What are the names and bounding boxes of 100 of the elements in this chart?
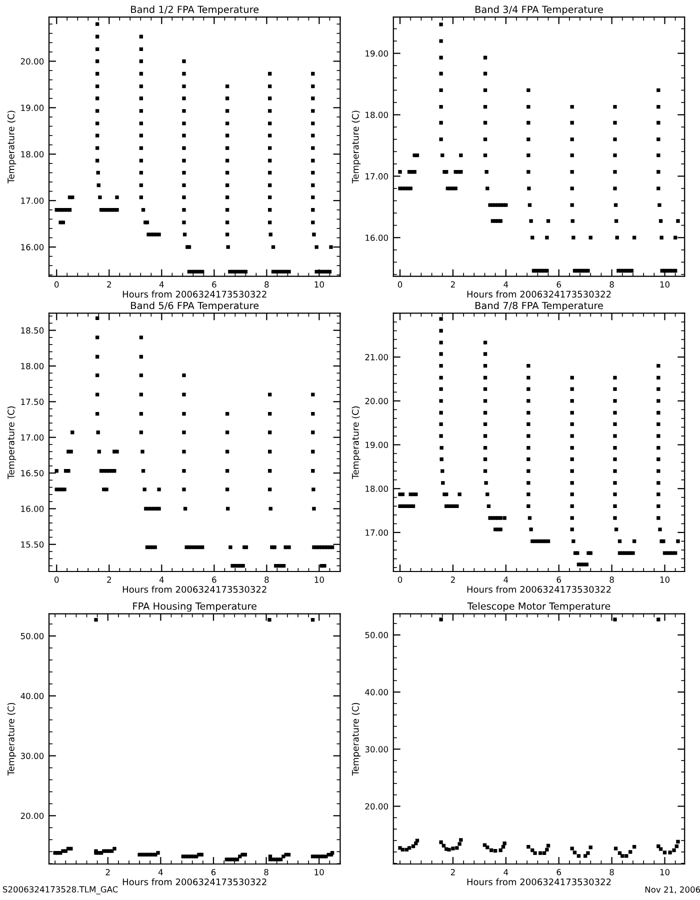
point [570, 399, 574, 403]
chart-title: Telescope Motor Temperature [467, 602, 610, 612]
point [542, 851, 546, 855]
point [268, 134, 272, 138]
x-tick-label: 6 [211, 869, 216, 876]
point [545, 236, 549, 240]
point [502, 842, 506, 846]
y-axis-title: Temperature (C) [7, 110, 16, 184]
point [614, 219, 618, 223]
y-tick-label: 17.00 [366, 173, 388, 180]
point [570, 469, 574, 473]
point [570, 846, 574, 850]
point [526, 469, 530, 473]
point [584, 562, 588, 566]
point [656, 170, 660, 174]
point [439, 422, 443, 426]
point [95, 336, 100, 340]
x-tick-label: 6 [556, 281, 561, 288]
x-tick-label: 0 [398, 576, 402, 583]
point [268, 488, 272, 492]
point [268, 618, 272, 622]
point [614, 846, 618, 850]
point [440, 469, 444, 473]
point [656, 399, 660, 403]
point [95, 373, 100, 378]
point [268, 506, 272, 511]
point [613, 410, 617, 415]
x-tick-label: 8 [610, 869, 614, 876]
x-tick-label: 10 [314, 576, 324, 583]
y-tick-label: 16.00 [21, 506, 44, 512]
point [458, 492, 462, 496]
x-tick-label: 4 [504, 281, 508, 288]
point [312, 506, 316, 511]
point [483, 399, 488, 403]
point [95, 392, 100, 396]
point [526, 376, 530, 380]
point [61, 220, 66, 224]
point [546, 539, 550, 544]
point [95, 158, 100, 162]
point [483, 72, 488, 76]
y-axis-title: Temperature (C) [352, 110, 361, 184]
point [95, 146, 100, 150]
point [268, 430, 272, 434]
point [311, 220, 315, 224]
point [311, 392, 315, 396]
point [501, 844, 506, 849]
point [658, 219, 663, 223]
point [439, 364, 443, 368]
point [200, 852, 204, 856]
x-tick-label: 4 [159, 576, 164, 583]
point [632, 236, 636, 240]
point [660, 236, 664, 240]
point [95, 412, 100, 416]
point [483, 153, 488, 158]
point [268, 122, 272, 126]
point [483, 457, 488, 462]
point [459, 170, 463, 174]
point [632, 539, 636, 544]
point [268, 84, 272, 88]
point [570, 410, 574, 415]
point [69, 450, 73, 454]
point [268, 412, 272, 416]
point [439, 120, 443, 125]
y-tick-label: 18.00 [21, 362, 44, 370]
point [546, 219, 550, 223]
point [504, 203, 508, 207]
point [447, 848, 451, 852]
point [62, 488, 66, 492]
point [95, 22, 100, 26]
point [455, 846, 459, 850]
point [526, 399, 530, 403]
x-tick-label: 2 [450, 869, 455, 876]
point [182, 488, 186, 492]
point [486, 846, 490, 850]
point [615, 236, 619, 240]
point [182, 134, 186, 138]
point [442, 844, 446, 848]
point [225, 96, 230, 100]
point [115, 450, 119, 454]
point [153, 545, 157, 550]
point [613, 516, 617, 520]
point [268, 158, 272, 162]
x-tick-label: 4 [158, 869, 163, 876]
point [139, 134, 144, 138]
y-tick-label: 50.00 [365, 632, 388, 638]
point [225, 195, 230, 200]
point [439, 399, 443, 403]
point [613, 457, 617, 462]
point [398, 170, 402, 174]
point [311, 183, 315, 188]
point [483, 469, 488, 473]
point [455, 504, 459, 508]
point [613, 399, 617, 403]
x-tick-label: 10 [660, 869, 670, 876]
point [226, 245, 230, 249]
point [142, 488, 146, 492]
y-tick-label: 21.00 [365, 354, 388, 360]
point [656, 446, 660, 450]
y-tick-label: 17.00 [366, 529, 388, 536]
y-tick-label: 17.00 [21, 434, 44, 441]
